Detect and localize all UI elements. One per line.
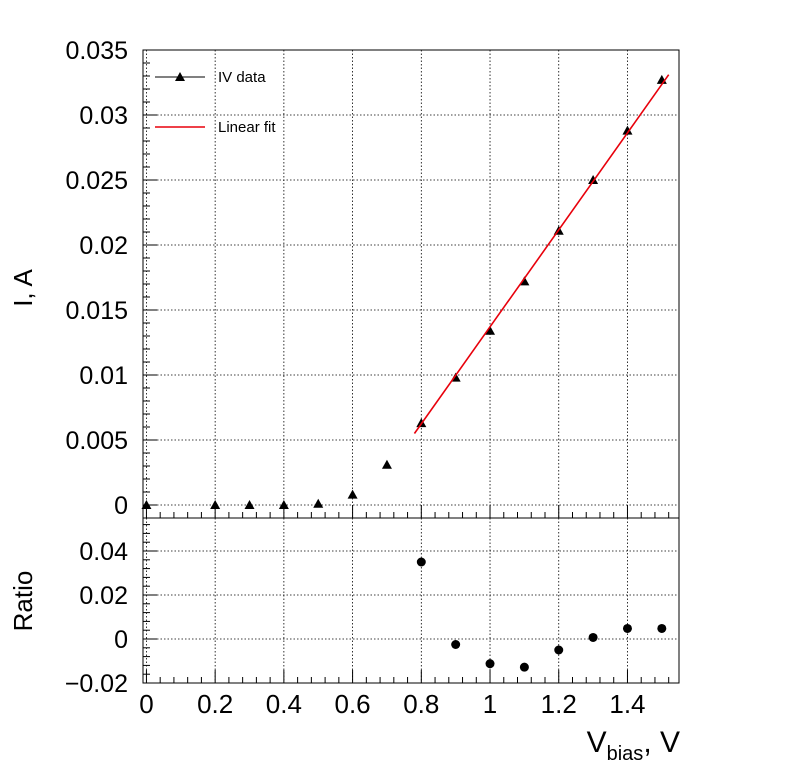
ratio-series (416, 557, 667, 672)
ratio-data-point (416, 557, 426, 567)
bottom-panel-ticks (143, 524, 670, 684)
bottom-y-tick-label: 0 (114, 626, 128, 654)
top-y-tick-label: 0.025 (65, 167, 128, 195)
top-panel-ticks (143, 49, 670, 518)
legend-iv-marker (175, 72, 185, 81)
ratio-data-point (657, 623, 667, 633)
top-y-tick-label: 0.015 (65, 297, 128, 325)
iv-data-series (141, 74, 667, 509)
x-tick-label: 0.8 (403, 689, 439, 719)
top-y-tick-label: 0 (114, 492, 128, 520)
x-axis-label: Vbias, V (587, 726, 680, 765)
top-y-tick-label: 0.01 (79, 362, 128, 390)
iv-data-point (485, 325, 496, 335)
iv-data-point (622, 125, 633, 135)
x-tick-labels: 0 0.2 0.4 0.6 0.8 1 1.2 1.4 (139, 689, 645, 719)
x-tick-label: 1.2 (541, 689, 577, 719)
top-y-tick-label: 0.03 (79, 102, 128, 130)
iv-data-point (244, 500, 255, 509)
bottom-panel-grid (143, 518, 679, 684)
x-tick-label: 0 (139, 689, 153, 719)
iv-data-point (313, 498, 324, 508)
top-y-tick-label: 0.02 (79, 232, 128, 260)
ratio-data-point (554, 645, 564, 655)
ratio-data-point (451, 640, 461, 649)
linear-fit-line (413, 74, 670, 434)
x-tick-label: 1.4 (609, 689, 645, 719)
bottom-y-tick-label: 0.02 (79, 582, 128, 610)
ratio-data-point (588, 632, 598, 642)
x-tick-label: 0.6 (335, 689, 371, 719)
iv-data-point (381, 459, 392, 469)
linear-fit-series (413, 74, 670, 434)
bottom-y-axis-label: Ratio (8, 571, 38, 632)
top-y-tick-label: 0.005 (65, 427, 128, 455)
legend-iv-label: IV data (218, 69, 266, 86)
bottom-y-tick-labels: −0.02 0 0.02 0.04 (65, 538, 128, 698)
iv-data-point (210, 500, 221, 509)
bottom-y-tick-label: −0.02 (65, 670, 128, 698)
x-axis-label-subscript: bias (607, 743, 644, 765)
ratio-data-point (622, 623, 632, 633)
x-axis-label-rest: , V (643, 726, 680, 759)
iv-data-point (588, 175, 599, 184)
bottom-y-tick-label: 0.04 (79, 538, 128, 566)
iv-data-point (278, 500, 289, 509)
x-tick-label: 1 (483, 689, 497, 719)
x-tick-label: 0.4 (266, 689, 302, 719)
iv-data-point (141, 500, 152, 509)
ratio-data-point (519, 662, 529, 672)
top-panel-grid (143, 49, 679, 518)
legend-fit-label: Linear fit (218, 119, 276, 136)
iv-data-point (347, 489, 358, 499)
top-y-axis-label: I, A (8, 269, 38, 307)
bottom-panel-frame (142, 517, 680, 684)
ratio-data-point (485, 659, 495, 669)
legend: IV data Linear fit (155, 69, 276, 136)
top-y-tick-labels: 0 0.005 0.01 0.015 0.02 0.025 0.03 0.035 (65, 37, 128, 520)
top-y-tick-label: 0.035 (65, 37, 128, 65)
x-tick-label: 0.2 (197, 689, 233, 719)
x-axis-label-main: V (587, 726, 607, 759)
